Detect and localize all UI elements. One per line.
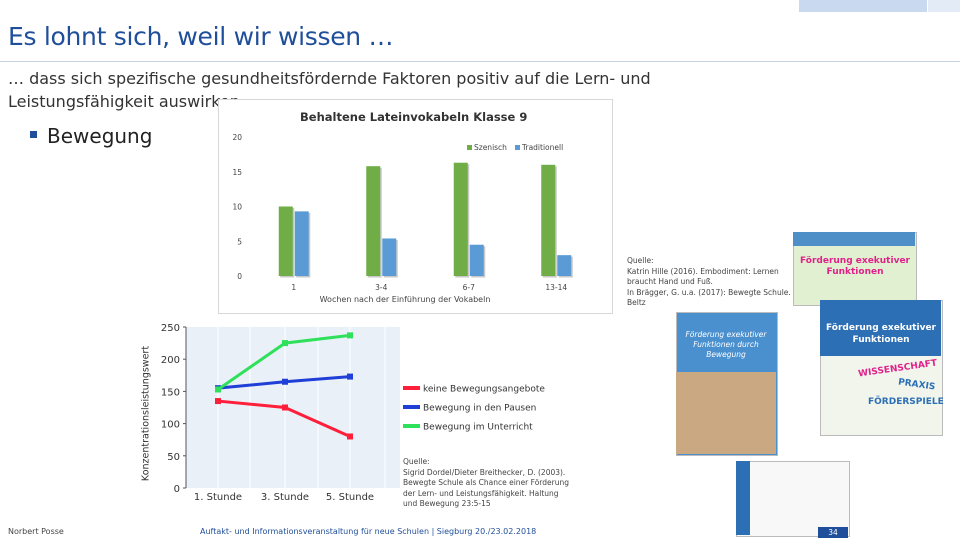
source-line: und Bewegung 23:5-15: [403, 499, 491, 508]
source-line: In Brägger, G. u.a. (2017): Bewegte Schu…: [627, 287, 791, 297]
x-tick-label: 5. Stunde: [326, 492, 374, 503]
bar-szenisch: [366, 166, 381, 276]
data-point: [347, 433, 353, 440]
bar-chart-title: Behaltene Lateinvokabeln Klasse 9: [300, 110, 528, 124]
bar-traditionell: [294, 211, 309, 276]
book-cover-1-header: [793, 232, 915, 246]
bar-traditionell: [382, 238, 397, 276]
bar-traditionell: [557, 255, 572, 276]
book-cover-4: [736, 461, 850, 537]
bar-szenisch: [278, 206, 293, 276]
book-cover-2-tag: FÖRDERSPIELE: [868, 397, 944, 407]
bullet-item: Bewegung: [30, 124, 152, 148]
data-point: [215, 398, 221, 405]
legend-swatch: [467, 145, 472, 150]
bar-szenisch: [541, 164, 556, 276]
data-point: [215, 386, 221, 393]
y-tick-label: 15: [232, 168, 242, 177]
y-tick-label: 100: [161, 420, 180, 431]
data-point: [282, 378, 288, 385]
source-line: braucht Hand und Fuß.: [627, 277, 713, 286]
slide-title: Es lohnt sich, weil wir wissen …: [8, 22, 394, 51]
decorative-top-bar: [799, 0, 927, 12]
source-bottom: Quelle: Sigrid Dordel/Dieter Breithecker…: [403, 457, 569, 510]
y-tick-label: 20: [232, 133, 242, 142]
bullet-text: Bewegung: [47, 124, 153, 148]
source-line: Quelle:: [403, 457, 430, 466]
y-tick-label: 150: [161, 387, 180, 398]
book-cover-1-title: Förderung exekutiver Funktionen: [800, 256, 910, 277]
decorative-top-bar-light: [928, 0, 960, 12]
book-cover-3-title: Förderung exekutiver Funktionen durch Be…: [685, 330, 767, 359]
book-cover-2-header: [820, 300, 941, 356]
subtitle-line-1: … dass sich spezifische gesundheitsförde…: [8, 69, 651, 88]
x-tick-label: 13-14: [545, 283, 567, 292]
source-line: Sigrid Dordel/Dieter Breithecker, D. (20…: [403, 467, 566, 477]
source-line: Beltz: [627, 298, 646, 307]
y-tick-label: 200: [161, 355, 180, 366]
footer-event: Auftakt- und Informationsveranstaltung f…: [200, 527, 537, 536]
source-line: Quelle:: [627, 256, 654, 265]
y-tick-label: 50: [167, 452, 180, 463]
x-tick-label: 3-4: [375, 283, 387, 292]
legend-label: Traditionell: [521, 143, 563, 152]
legend-swatch: [515, 145, 520, 150]
y-tick-label: 5: [237, 237, 242, 246]
square-bullet-icon: [30, 131, 37, 138]
y-tick-label: 0: [237, 272, 242, 281]
bar-traditionell: [469, 244, 484, 276]
legend-label: Bewegung in den Pausen: [423, 404, 536, 414]
y-tick-label: 0: [174, 484, 180, 495]
x-tick-label: 6-7: [463, 283, 475, 292]
book-cover-2-title: Förderung exekutiver Funktionen: [826, 323, 936, 345]
x-tick-label: 1. Stunde: [194, 492, 242, 503]
y-tick-label: 10: [232, 203, 242, 212]
x-tick-label: 3. Stunde: [261, 492, 309, 503]
legend-label: Bewegung im Unterricht: [423, 423, 533, 433]
book-cover-4-spine: [736, 461, 750, 535]
legend-label: keine Bewegungsangebote: [423, 385, 545, 395]
plot-area: [186, 327, 400, 488]
source-line: Bewegte Schule als Chance einer Förderun…: [403, 478, 569, 487]
source-top-right: Quelle: Katrin Hille (2016). Embodiment:…: [627, 256, 791, 309]
x-tick-label: 1: [291, 283, 296, 292]
footer-author: Norbert Posse: [8, 527, 64, 536]
book-cover-3-photo: [676, 372, 776, 454]
title-divider: [0, 61, 960, 62]
data-point: [347, 332, 353, 339]
data-point: [282, 340, 288, 347]
y-tick-label: 250: [161, 323, 180, 334]
data-point: [347, 373, 353, 380]
source-line: der Lern- und Leistungsfähigkeit. Haltun…: [403, 488, 559, 498]
data-point: [282, 404, 288, 411]
source-line: Katrin Hille (2016). Embodiment: Lernen: [627, 266, 779, 276]
subtitle-line-2: Leistungsfähigkeit auswirken: [8, 92, 240, 111]
slide-number: 34: [818, 527, 848, 538]
bar-szenisch: [453, 162, 468, 276]
x-axis-label: Wochen nach der Einführung der Vokabeln: [320, 295, 491, 304]
legend-label: Szenisch: [474, 143, 507, 152]
